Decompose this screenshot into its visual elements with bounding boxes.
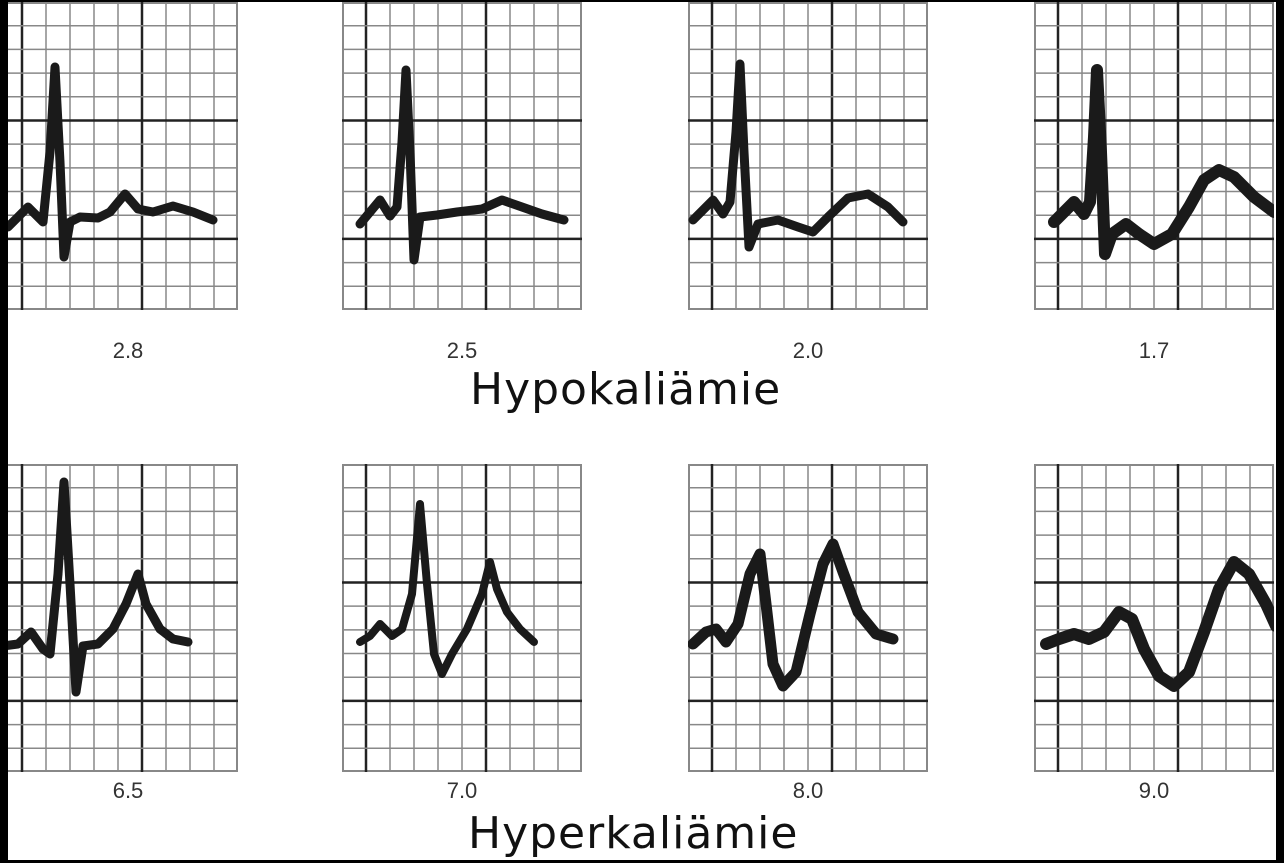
ecg-trace	[688, 59, 908, 252]
ecg-panel-hyper-2	[342, 464, 582, 772]
ecg-trace	[356, 500, 538, 678]
ecg-panel-hypo-4	[1034, 2, 1274, 310]
ecg-panel-hyper-4	[1034, 464, 1274, 772]
ecg-grid	[342, 464, 582, 772]
potassium-value-label: 6.5	[112, 778, 144, 803]
potassium-value-label: 1.7	[1138, 338, 1170, 363]
ecg-grid	[1034, 2, 1274, 310]
ecg-panel-hypo-1	[8, 2, 238, 310]
hypokalemia-title: Hypokaliämie	[470, 364, 782, 415]
ecg-panel-hyper-3	[688, 464, 928, 772]
ecg-grid	[1034, 464, 1274, 772]
ecg-panel-hypo-3	[688, 2, 928, 310]
ecg-grid	[342, 2, 582, 310]
potassium-value-label: 9.0	[1138, 778, 1170, 803]
ecg-trace	[1048, 64, 1274, 260]
potassium-value-label: 2.5	[446, 338, 478, 363]
potassium-value-label: 2.8	[112, 338, 144, 363]
potassium-value-label: 2.0	[792, 338, 824, 363]
ecg-panel-hypo-2	[342, 2, 582, 310]
ecg-trace	[355, 65, 569, 265]
ecg-trace	[688, 538, 899, 692]
potassium-value-label: 7.0	[446, 778, 478, 803]
hyperkalemia-title: Hyperkaliämie	[468, 808, 799, 859]
ecg-grid	[8, 2, 238, 310]
ecg-trace	[8, 477, 193, 697]
ecg-trace	[8, 62, 218, 262]
potassium-value-label: 8.0	[792, 778, 824, 803]
ecg-grid	[688, 2, 928, 310]
figure-canvas: 2.8 2.5 2.0 1.7 Hypokaliämie 6.5 7.0 8.0…	[8, 2, 1276, 860]
ecg-grid	[688, 464, 928, 772]
ecg-trace	[1040, 556, 1274, 692]
ecg-panel-hyper-1	[8, 464, 238, 772]
ecg-grid	[8, 464, 238, 772]
